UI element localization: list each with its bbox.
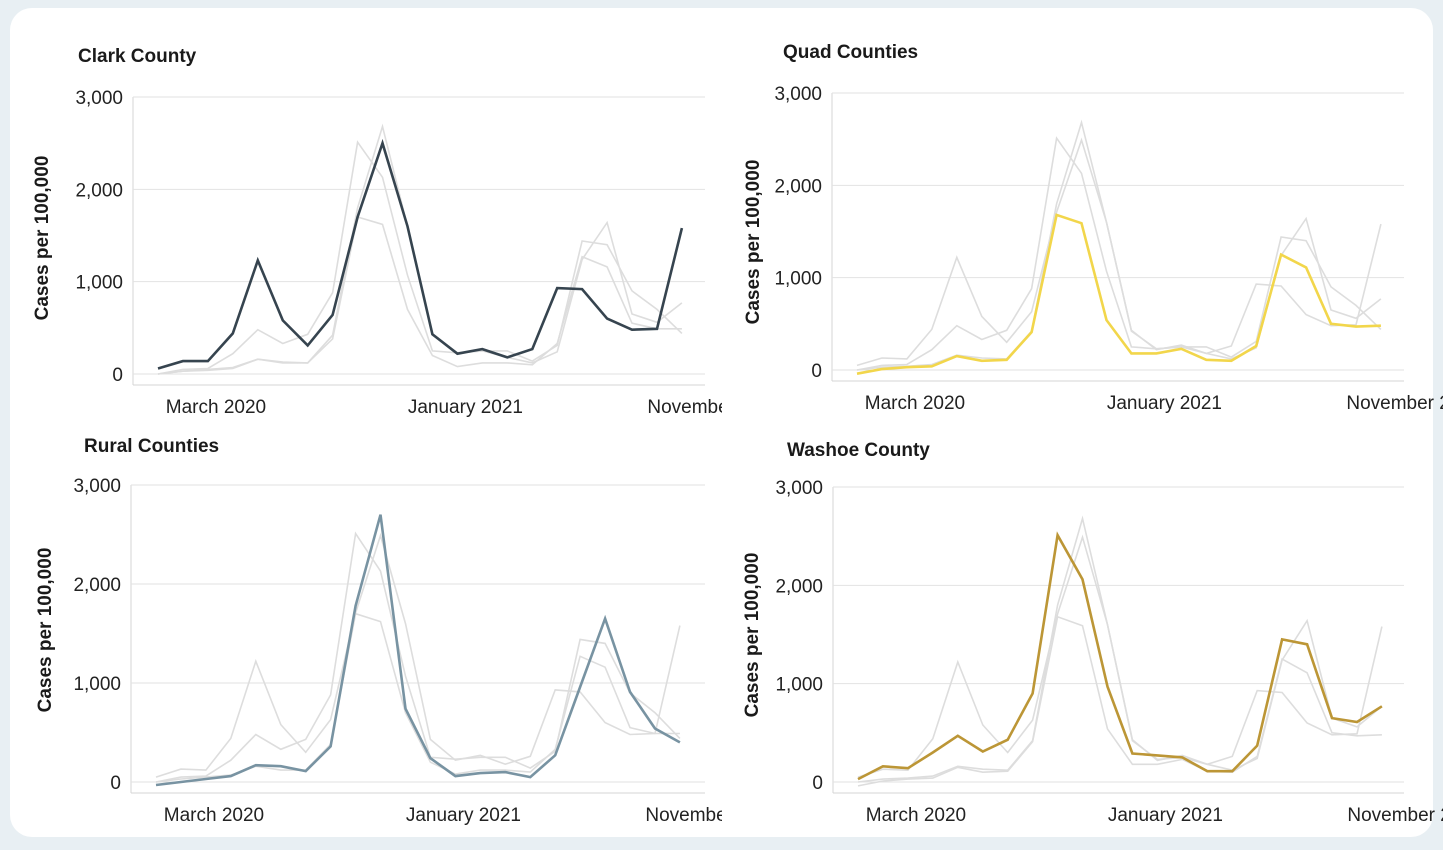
highlight-series-line xyxy=(157,138,684,370)
comparison-series-line xyxy=(857,615,1382,787)
comparison-series-line xyxy=(155,531,681,783)
y-tick-label: 1,000 xyxy=(774,269,822,290)
chart-title: Rural Counties xyxy=(84,436,220,457)
comparison-series-line xyxy=(157,123,683,375)
y-tick-label: 3,000 xyxy=(775,478,823,499)
y-tick-label: 0 xyxy=(812,773,823,794)
chart-quad-counties: Quad Counties Cases per 100,000 0 1,000 2,… xyxy=(722,0,1443,422)
y-tick-label: 2,000 xyxy=(73,575,121,596)
chart-title: Washoe County xyxy=(787,440,930,461)
y-tick-label: 2,000 xyxy=(774,176,822,197)
line-chart: 0 1,000 2,000 3,000 March 2020 January 2021 No… xyxy=(774,84,1443,414)
highlight-series-line xyxy=(155,514,681,787)
x-tick-label: November 2021 xyxy=(645,805,722,826)
y-tick-label: 2,000 xyxy=(775,576,823,597)
highlight-series-line xyxy=(856,213,1381,375)
y-tick-label: 1,000 xyxy=(73,674,121,695)
comparison-series-line xyxy=(155,532,681,778)
y-tick-label: 2,000 xyxy=(75,180,123,201)
x-tick-label: January 2021 xyxy=(1108,805,1223,826)
y-tick-label: 0 xyxy=(811,361,822,382)
highlight-series-line xyxy=(857,531,1383,781)
y-tick-label: 1,000 xyxy=(75,273,123,294)
comparison-series-line xyxy=(856,136,1382,371)
x-tick-label: March 2020 xyxy=(866,805,966,826)
x-tick-label: November 2021 xyxy=(647,397,722,418)
comparison-series-line xyxy=(857,515,1383,783)
line-chart: 0 1,000 2,000 3,000 March 2020 January 2021 No… xyxy=(75,88,782,418)
x-tick-label: March 2020 xyxy=(865,393,965,414)
x-tick-label: March 2020 xyxy=(166,397,266,418)
y-tick-label: 0 xyxy=(112,365,123,386)
x-tick-label: November 2021 xyxy=(1347,805,1443,826)
y-tick-label: 3,000 xyxy=(774,84,822,105)
comparison-series-line xyxy=(157,140,683,375)
dashboard-card xyxy=(10,8,1433,837)
y-axis-label: Cases per 100,000 xyxy=(35,547,56,713)
x-tick-label: November 2021 xyxy=(1346,393,1443,414)
x-tick-label: March 2020 xyxy=(164,805,264,826)
chart-title: Quad Counties xyxy=(783,42,919,63)
chart-washoe-county: Washoe County Cases per 100,000 0 1,000 2,… xyxy=(722,422,1443,845)
chart-title: Clark County xyxy=(78,46,197,67)
x-tick-label: January 2021 xyxy=(1107,393,1222,414)
y-tick-label: 3,000 xyxy=(75,88,123,109)
x-tick-label: January 2021 xyxy=(406,805,521,826)
chart-clark-county: Clark County Cases per 100,000 0 1,000 2,0… xyxy=(0,0,783,422)
y-tick-label: 1,000 xyxy=(775,675,823,696)
comparison-series-line xyxy=(856,119,1382,371)
x-tick-label: January 2021 xyxy=(408,397,523,418)
line-chart: 0 1,000 2,000 3,000 March 2020 January 2021 No… xyxy=(73,476,780,826)
y-tick-label: 3,000 xyxy=(73,476,121,497)
chart-rural-counties: Rural Counties Cases per 100,000 0 1,000 2… xyxy=(0,422,781,845)
y-axis-label: Cases per 100,000 xyxy=(743,159,764,325)
line-chart: 0 1,000 2,000 3,000 March 2020 January 2021 No… xyxy=(775,478,1443,826)
y-tick-label: 0 xyxy=(110,773,121,794)
comparison-series-line xyxy=(856,137,1382,367)
y-axis-label: Cases per 100,000 xyxy=(742,552,763,718)
y-axis-label: Cases per 100,000 xyxy=(32,155,53,321)
comparison-series-line xyxy=(857,534,1383,778)
